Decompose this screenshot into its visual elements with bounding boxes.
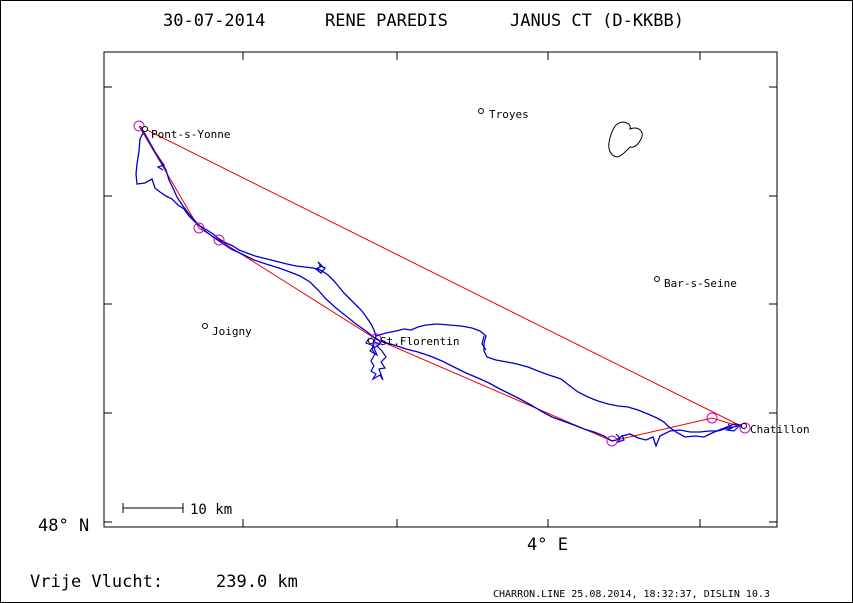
footer-credit: CHARRON.LINE 25.08.2014, 18:32:37, DISLI…	[493, 589, 770, 600]
town-marker-chatillon	[741, 423, 747, 429]
free-flight-value: 239.0 km	[216, 572, 298, 592]
map-frame	[103, 51, 778, 528]
place-label-troyes: Troyes	[489, 108, 529, 121]
title-date: 30-07-2014	[163, 11, 265, 31]
town-marker-joigny	[202, 323, 208, 329]
free-flight-label: Vrije Vlucht:	[30, 572, 163, 592]
turnpoint-marker	[706, 412, 718, 424]
place-label-joigny: Joigny	[212, 325, 252, 338]
turnpoint-marker	[133, 120, 145, 132]
turnpoint-marker	[739, 422, 751, 434]
place-label-chatillon: Chatillon	[750, 423, 810, 436]
scale-bar	[122, 503, 184, 513]
town-marker-troyes	[478, 108, 484, 114]
turnpoint-markers	[133, 120, 751, 447]
latitude-label: 48° N	[38, 516, 89, 536]
turnpoint-marker	[213, 234, 225, 246]
town-marker-st-florentin	[368, 338, 374, 344]
turnpoint-marker	[193, 222, 205, 234]
place-label-bar-s-seine: Bar-s-Seine	[664, 277, 737, 290]
place-label-st-florentin: St.Florentin	[380, 335, 459, 348]
frame-ticks	[104, 52, 777, 527]
title-pilot: RENE PAREDIS	[325, 11, 448, 31]
task-line	[138, 125, 746, 442]
title-glider: JANUS CT (D-KKBB)	[510, 11, 684, 31]
scale-label: 10 km	[190, 502, 232, 518]
lake-outline	[608, 121, 643, 158]
town-marker-bar-s-seine	[654, 276, 660, 282]
turnpoint-marker	[606, 435, 618, 447]
longitude-label: 4° E	[527, 535, 568, 555]
flight-track	[135, 127, 746, 448]
town-marker-pont-s-yonne	[142, 126, 148, 132]
town-markers	[142, 108, 747, 429]
place-label-pont-s-yonne: Pont-s-Yonne	[151, 128, 230, 141]
